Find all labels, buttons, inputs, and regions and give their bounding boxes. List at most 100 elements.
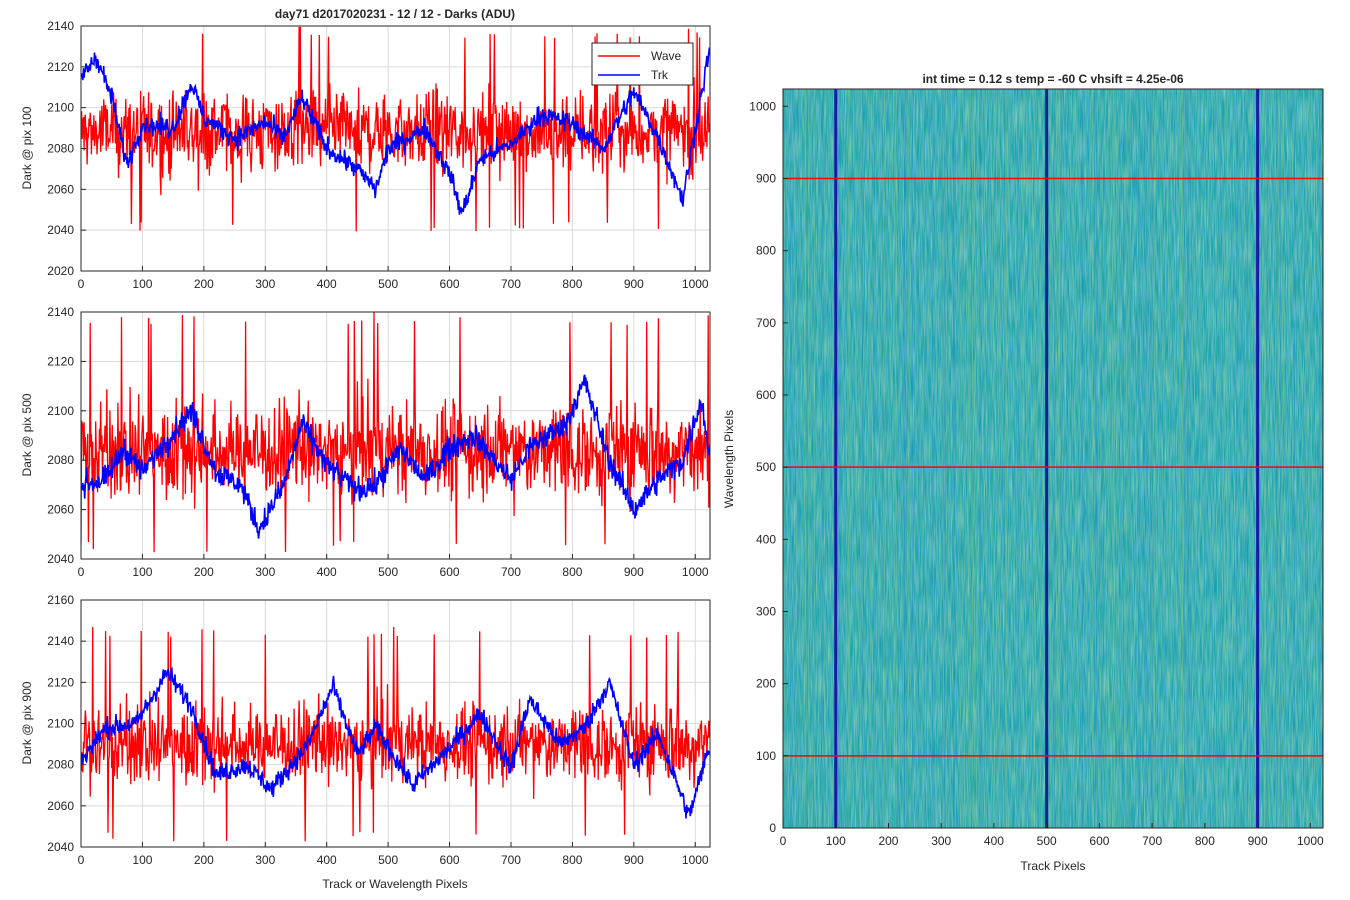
heatmap-streak (1281, 89, 1283, 828)
y-axis-label: Wavelength Pixels (722, 410, 736, 508)
legend: Wave Trk (591, 42, 694, 86)
y-tick-label: 2060 (47, 182, 74, 196)
heatmap-streak (894, 89, 896, 828)
y-tick-label: 0 (769, 821, 776, 835)
heatmap-streak (814, 89, 816, 828)
y-tick-label: 2040 (47, 223, 74, 237)
y-tick-label: 2060 (47, 503, 74, 517)
heatmap-streak (1100, 89, 1102, 828)
heatmap-streak (790, 89, 792, 828)
heatmap-streak (1153, 89, 1156, 828)
heatmap-streak (860, 89, 862, 828)
heatmap-streak (806, 89, 808, 828)
heatmap-streak (1042, 89, 1044, 828)
heatmap-streak (1182, 89, 1184, 828)
heatmap-streak (881, 89, 883, 828)
heatmap-streak (1148, 89, 1151, 828)
heatmap-streak (848, 89, 850, 828)
heatmap-streak (1224, 89, 1226, 828)
heatmap-streak (979, 89, 981, 828)
heatmap-streak (903, 89, 905, 828)
heatmap-streak (1077, 89, 1079, 828)
heatmap-streak (883, 89, 886, 828)
ticks: 0 100 200 300 400 500 600 700 800 900 1000 2020 2040… (47, 19, 709, 291)
y-axis-label: Dark @ pix 900 (20, 681, 34, 764)
x-tick-label: 700 (501, 277, 521, 291)
x-tick-label: 300 (931, 834, 951, 848)
heatmap-axes-box (782, 88, 1324, 829)
x-tick-label: 200 (194, 565, 214, 579)
y-tick-label: 500 (756, 460, 776, 474)
y-tick-label: 2120 (47, 354, 74, 368)
x-tick-label: 1000 (682, 853, 709, 867)
heatmap-streak (785, 89, 787, 828)
heatmap-streak (962, 89, 964, 828)
heatmap-streak (970, 89, 973, 828)
y-tick-label: 2100 (47, 101, 74, 115)
heatmap-streak (906, 89, 908, 828)
y-tick-label: 2160 (47, 593, 74, 607)
heatmap-streak (1033, 89, 1036, 828)
heatmap-streak (870, 89, 872, 828)
heatmap-streak (1122, 89, 1124, 828)
heatmap-streak (1081, 89, 1084, 828)
heatmap-streak (880, 89, 883, 828)
y-tick-label: 2080 (47, 453, 74, 467)
ticks: 0 100 200 300 400 500 600 700 800 900 1000 2040 2060… (47, 305, 709, 579)
heatmap-streak (1006, 89, 1008, 828)
heatmap-streak (883, 89, 885, 828)
x-tick-label: 100 (132, 277, 152, 291)
heatmap-streak (983, 89, 985, 828)
x-tick-label: 600 (440, 853, 460, 867)
heatmap-streak (946, 89, 949, 828)
heatmap-streak (981, 89, 983, 828)
heatmap-streak (921, 89, 923, 828)
y-tick-label: 2120 (47, 675, 74, 689)
series-wave (81, 312, 710, 553)
series-trk (81, 47, 710, 215)
heatmap-streak (869, 89, 871, 828)
heatmap-streak (889, 89, 891, 828)
heatmap-streak (1096, 89, 1098, 828)
ticks: 0 100 200 300 400 500 600 700 800 900 1000 0 100 200 3… (749, 99, 1324, 848)
heatmap-streak (1226, 89, 1228, 828)
heatmap-streak (848, 89, 850, 828)
heatmap-streak (1310, 89, 1313, 828)
series-wave (81, 626, 710, 842)
series-layer (81, 312, 710, 553)
heatmap-streak (1005, 89, 1007, 828)
heatmap-streak (803, 89, 805, 828)
y-tick-label: 2140 (47, 634, 74, 648)
x-tick-label: 500 (1037, 834, 1057, 848)
heatmap-streak (1113, 89, 1115, 828)
heatmap-streak (987, 89, 989, 828)
heatmap-streak (1318, 89, 1321, 828)
heatmap-streak (1179, 89, 1181, 828)
series-layer (81, 626, 710, 842)
heatmap-streak (1281, 89, 1283, 828)
dark-column (834, 89, 838, 828)
y-tick-label: 100 (756, 749, 776, 763)
heatmap-streak (807, 89, 809, 828)
heatmap-streak (1263, 89, 1265, 828)
heatmap-streak (932, 89, 934, 828)
heatmap-streak (1128, 89, 1131, 828)
y-tick-label: 2040 (47, 552, 74, 566)
heatmap-streak (805, 89, 807, 828)
heatmap-streak (1073, 89, 1075, 828)
heatmap-streak (1190, 89, 1192, 828)
y-tick-label: 2140 (47, 19, 74, 33)
y-tick-label: 1000 (749, 99, 776, 113)
y-tick-label: 800 (756, 244, 776, 258)
heatmap-streak (1188, 89, 1190, 828)
x-tick-label: 800 (562, 565, 582, 579)
heatmap-streak (941, 89, 943, 828)
y-tick-label: 300 (756, 604, 776, 618)
heatmap-streak (1248, 89, 1250, 828)
x-axis-label: Track Pixels (1021, 859, 1086, 873)
line-panel-pix500: 0 100 200 300 400 500 600 700 800 900 1000 2040 2060… (20, 305, 711, 579)
heatmap-streak (784, 89, 786, 828)
heatmap-streak (1267, 89, 1269, 828)
y-tick-label: 200 (756, 677, 776, 691)
heatmap-streak (967, 89, 969, 828)
